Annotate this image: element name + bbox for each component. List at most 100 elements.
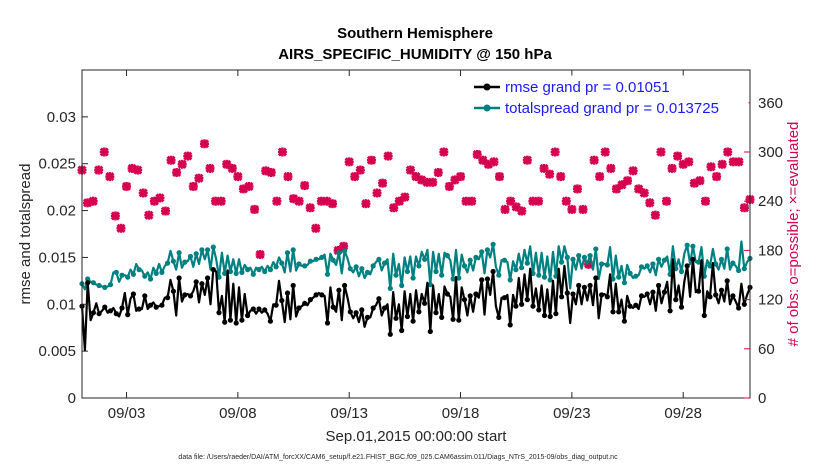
totalspread-point: [422, 256, 428, 262]
obs-count-marker: [121, 181, 132, 192]
rmse-point: [461, 297, 468, 303]
rmse-point: [736, 305, 742, 311]
legend-spread-swatch-dot: [483, 104, 491, 112]
rmse-point: [102, 304, 108, 310]
rmse-point: [587, 282, 593, 289]
totalspread-point: [581, 254, 588, 260]
y-right-tick-label: 120: [758, 292, 783, 309]
rmse-point: [479, 277, 485, 283]
totalspread-point: [461, 263, 468, 269]
rmse-point: [627, 303, 633, 309]
rmse-point: [507, 322, 513, 328]
totalspread-point: [473, 254, 479, 260]
rmse-point: [170, 288, 176, 294]
totalspread-point: [302, 263, 308, 269]
totalspread-point: [393, 272, 399, 278]
obs-count-marker: [183, 151, 193, 161]
totalspread-point: [239, 269, 245, 275]
totalspread-point: [193, 251, 199, 257]
rmse-point: [359, 307, 365, 313]
obs-count-marker: [533, 196, 544, 206]
obs-count-marker: [389, 203, 399, 213]
totalspread-point: [330, 257, 336, 263]
rmse-point: [159, 302, 165, 308]
totalspread-point: [256, 267, 262, 273]
obs-count-marker: [88, 196, 98, 206]
rmse-point: [182, 292, 188, 298]
obs-count-marker: [205, 163, 215, 173]
totalspread-point: [142, 273, 148, 279]
rmse-point: [444, 291, 450, 297]
rmse-point: [347, 309, 353, 315]
rmse-point: [524, 297, 530, 303]
rmse-point: [307, 297, 313, 303]
y-right-tick-label: 360: [758, 95, 783, 112]
x-tick-label: 09/28: [664, 405, 702, 422]
x-tick-label: 09/13: [330, 405, 368, 422]
totalspread-point: [170, 258, 176, 264]
x-axis-label: Sep.01,2015 00:00:00 start: [326, 428, 508, 445]
totalspread-point: [621, 280, 628, 286]
totalspread-point: [153, 270, 159, 276]
totalspread-point: [610, 276, 616, 282]
rmse-point: [216, 310, 222, 316]
obs-count-marker: [556, 172, 566, 182]
obs-count-marker: [628, 166, 638, 176]
rmse-point: [302, 300, 308, 306]
rmse-point: [604, 294, 610, 300]
y-right-tick-label: 0: [758, 390, 766, 407]
obs-count-marker: [344, 157, 354, 167]
obs-count-marker: [734, 157, 744, 167]
rmse-point: [718, 287, 725, 293]
totalspread-point: [336, 250, 342, 256]
rmse-point: [324, 320, 331, 326]
totalspread-point: [176, 250, 182, 256]
obs-count-marker: [667, 163, 677, 173]
obs-count-marker: [366, 155, 377, 165]
rmse-point: [416, 309, 422, 315]
rmse-point: [96, 311, 102, 317]
totalspread-point: [736, 267, 742, 274]
rmse-point: [467, 293, 473, 299]
totalspread-point: [616, 274, 622, 280]
rmse-point: [576, 282, 582, 289]
obs-count-marker: [433, 167, 443, 178]
totalspread-point: [678, 268, 685, 275]
totalspread-point: [399, 282, 405, 289]
obs-count-marker: [372, 188, 382, 198]
rmse-point: [376, 296, 382, 302]
rmse-point: [245, 312, 251, 319]
obs-count-marker: [339, 241, 349, 251]
rmse-point: [490, 268, 496, 275]
obs-count-marker: [144, 210, 154, 220]
rmse-point: [427, 328, 433, 335]
obs-count-marker: [94, 165, 104, 175]
totalspread-point: [599, 261, 605, 267]
rmse-point: [410, 318, 416, 324]
totalspread-point: [684, 242, 690, 248]
totalspread-point: [273, 264, 279, 270]
totalspread-point: [90, 280, 96, 286]
totalspread-point: [741, 266, 747, 272]
totalspread-point: [96, 282, 102, 289]
rmse-point: [153, 304, 159, 310]
totalspread-point: [564, 254, 570, 260]
rmse-point: [696, 288, 702, 294]
rmse-point: [559, 294, 565, 300]
obs-count-marker: [199, 139, 210, 149]
rmse-point: [313, 292, 319, 298]
rmse-point: [450, 316, 456, 322]
totalspread-point: [370, 263, 376, 269]
y-right-tick-label: 240: [758, 193, 783, 210]
obs-count-marker: [99, 147, 109, 157]
totalspread-point: [559, 259, 565, 265]
totalspread-point: [433, 268, 439, 275]
totalspread-point: [85, 276, 91, 282]
totalspread-point: [713, 261, 719, 267]
obs-count-marker: [723, 147, 733, 157]
totalspread-point: [587, 253, 593, 259]
obs-count-marker: [172, 167, 182, 178]
totalspread-point: [513, 267, 519, 273]
obs-count-marker: [700, 196, 711, 206]
totalspread-point: [467, 257, 473, 263]
